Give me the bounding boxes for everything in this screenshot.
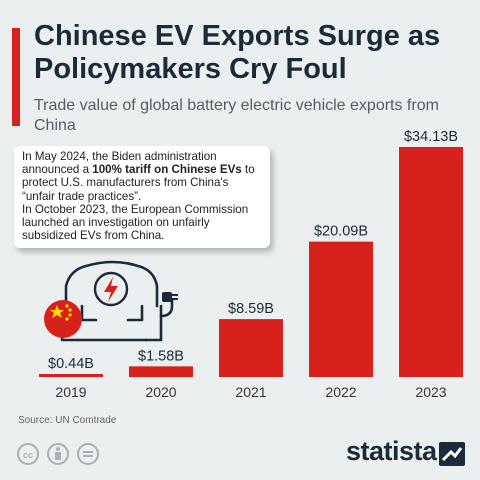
- cc-license-icons[interactable]: cc: [16, 442, 100, 466]
- plug-icon: [162, 292, 178, 302]
- bar-2021: [219, 319, 283, 377]
- bar-2020: [129, 366, 193, 377]
- callout-text-eu: In October 2023, the European Commission…: [22, 202, 249, 243]
- data-label-2022: $20.09B: [314, 224, 368, 240]
- ev-car-icon: [60, 260, 174, 342]
- bar-2023: [399, 147, 463, 377]
- data-label-2019: $0.44B: [48, 356, 94, 372]
- data-label-2021: $8.59B: [228, 301, 274, 317]
- x-tick-label-2020: 2020: [145, 384, 176, 400]
- data-label-2023: $34.13B: [404, 129, 458, 145]
- callout-text-pre: In May 2024, the Biden administration an…: [22, 150, 217, 177]
- page-subtitle: Trade value of global battery electric v…: [34, 97, 439, 134]
- page-title: Chinese EV Exports Surge as Policymakers…: [34, 20, 441, 85]
- data-label-2020: $1.58B: [138, 348, 184, 364]
- bar-2022: [309, 241, 373, 377]
- statista-logo-text[interactable]: statista: [346, 436, 437, 466]
- lightning-icon: [93, 271, 129, 307]
- equals-icon: [77, 443, 99, 465]
- bar-2019: [39, 374, 103, 377]
- statista-logo-icon: [439, 442, 465, 466]
- x-tick-label-2022: 2022: [325, 384, 356, 400]
- title-accent-bar: [12, 28, 20, 126]
- callout-text-post: to protect U.S. manufacturers from China…: [22, 163, 255, 203]
- attribution-icon: [47, 443, 69, 465]
- svg-text:cc: cc: [23, 450, 33, 460]
- cc-icon: cc: [17, 443, 39, 465]
- x-tick-label-2021: 2021: [235, 384, 266, 400]
- x-tick-label-2023: 2023: [415, 384, 446, 400]
- x-tick-label-2019: 2019: [55, 384, 86, 400]
- annotation-callout: In May 2024, the Biden administration an…: [14, 146, 270, 249]
- source-note: Source: UN Comtrade: [18, 415, 117, 426]
- callout-text-bold: 100% tariff on Chinese EVs: [92, 163, 242, 177]
- china-flag-icon: [44, 300, 82, 338]
